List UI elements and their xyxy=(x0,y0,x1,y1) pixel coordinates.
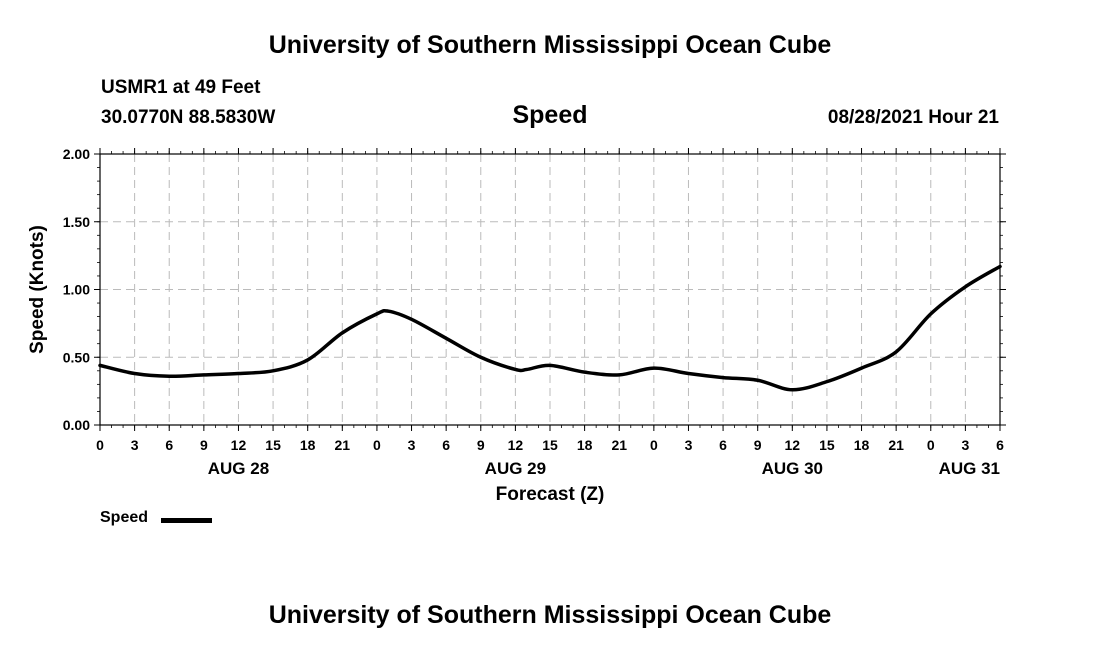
y-tick-label: 1.00 xyxy=(63,282,90,298)
x-tick-label: 18 xyxy=(854,437,870,453)
x-tick-label: 15 xyxy=(265,437,281,453)
x-date-label: AUG 29 xyxy=(485,459,546,478)
y-tick-label: 0.50 xyxy=(63,349,90,365)
x-tick-label: 9 xyxy=(754,437,762,453)
x-tick-label: 9 xyxy=(200,437,208,453)
x-tick-label: 0 xyxy=(96,437,104,453)
chart-title: University of Southern Mississippi Ocean… xyxy=(268,31,832,59)
x-tick-label: 18 xyxy=(577,437,593,453)
variable-title: Speed xyxy=(512,101,588,129)
x-tick-label: 0 xyxy=(927,437,935,453)
x-tick-label: 21 xyxy=(888,437,904,453)
x-date-label: AUG 31 xyxy=(939,459,1000,478)
y-axis-title: Speed (Knots) xyxy=(27,225,48,354)
footer-title: University of Southern Mississippi Ocean… xyxy=(268,601,832,629)
x-date-label: AUG 30 xyxy=(762,459,823,478)
x-tick-label: 3 xyxy=(131,437,139,453)
x-tick-label: 18 xyxy=(300,437,316,453)
x-tick-label: 12 xyxy=(231,437,247,453)
x-tick-label: 3 xyxy=(408,437,416,453)
x-tick-label: 6 xyxy=(442,437,450,453)
x-axis-title: Forecast (Z) xyxy=(496,484,605,505)
x-tick-label: 21 xyxy=(611,437,627,453)
x-tick-label: 0 xyxy=(373,437,381,453)
x-tick-label: 3 xyxy=(685,437,693,453)
series-line-speed xyxy=(98,264,1002,392)
x-tick-label: 12 xyxy=(508,437,524,453)
x-tick-label: 6 xyxy=(719,437,727,453)
station-label: USMR1 at 49 Feet xyxy=(101,77,261,98)
y-tick-label: 0.00 xyxy=(63,417,90,433)
x-tick-label: 15 xyxy=(819,437,835,453)
x-tick-label: 9 xyxy=(477,437,485,453)
x-tick-label: 3 xyxy=(961,437,969,453)
legend-label: Speed xyxy=(100,509,149,526)
station-coordinates: 30.0770N 88.5830W xyxy=(101,107,276,128)
legend-swatch xyxy=(161,518,212,523)
x-tick-label: 15 xyxy=(542,437,558,453)
y-tick-label: 2.00 xyxy=(63,146,90,162)
x-tick-label: 21 xyxy=(335,437,351,453)
x-tick-label: 6 xyxy=(996,437,1004,453)
x-tick-label: 0 xyxy=(650,437,658,453)
x-tick-label: 6 xyxy=(165,437,173,453)
x-date-label: AUG 28 xyxy=(208,459,269,478)
run-timestamp: 08/28/2021 Hour 21 xyxy=(827,107,999,128)
y-tick-label: 1.50 xyxy=(63,214,90,230)
x-tick-label: 12 xyxy=(785,437,801,453)
